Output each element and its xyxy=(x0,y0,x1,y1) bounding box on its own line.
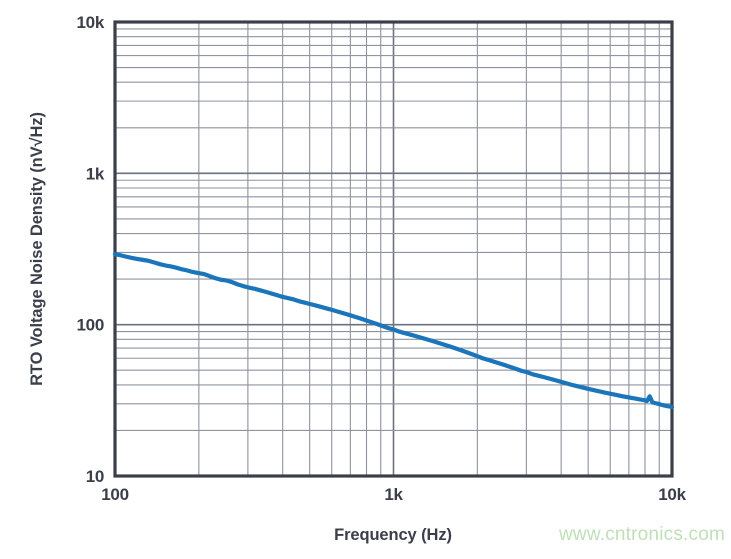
y-axis-tick-labels: 10 100 1k 10k xyxy=(77,13,106,486)
y-tick-label: 10k xyxy=(77,13,105,32)
series-line-rto-noise xyxy=(112,252,675,410)
y-axis-title: RTO Voltage Noise Density (nV√Hz) xyxy=(28,112,46,386)
plot-frame xyxy=(113,20,674,478)
watermark: www.cntronics.com xyxy=(558,524,725,545)
y-tick-label: 1k xyxy=(86,164,105,183)
x-tick-label: 10k xyxy=(658,485,686,504)
x-axis-title: Frequency (Hz) xyxy=(334,526,452,544)
y-tick-label: 10 xyxy=(86,467,104,486)
x-axis-tick-labels: 100 1k 10k xyxy=(101,485,687,504)
x-tick-label: 1k xyxy=(384,485,403,504)
gridlines xyxy=(114,21,673,477)
x-tick-label: 100 xyxy=(101,485,128,504)
y-tick-label: 100 xyxy=(77,316,104,335)
